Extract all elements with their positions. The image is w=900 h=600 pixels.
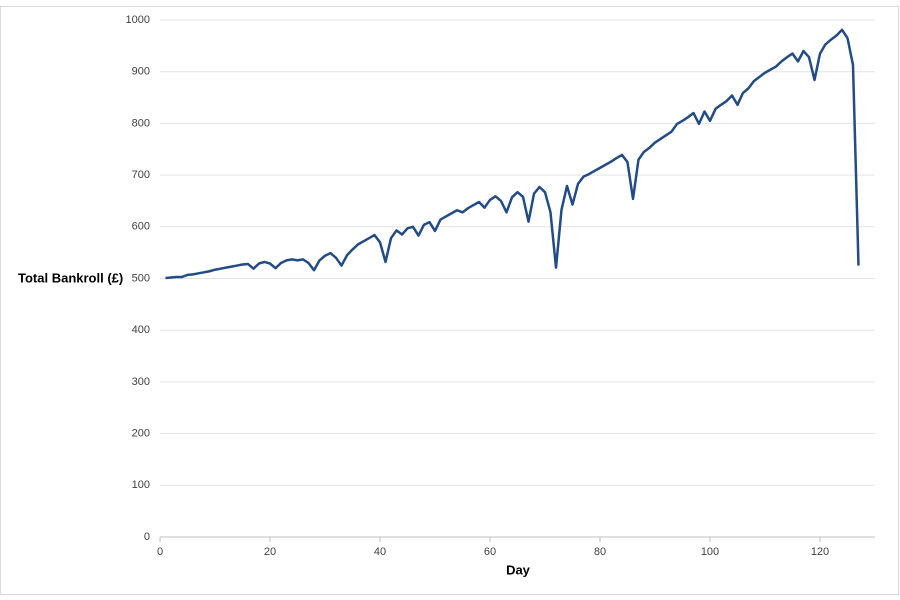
y-tick-label: 400 <box>132 324 150 336</box>
x-tick-label: 40 <box>374 546 386 558</box>
x-tick-label: 0 <box>157 546 163 558</box>
y-tick-label: 500 <box>132 272 150 284</box>
y-axis-label: Total Bankroll (£) <box>18 270 123 285</box>
x-axis-label: Day <box>506 562 531 577</box>
y-tick-label: 900 <box>132 66 150 78</box>
y-tick-label: 200 <box>132 428 150 440</box>
y-tick-label: 800 <box>132 117 150 129</box>
x-tick-label: 120 <box>811 546 829 558</box>
y-tick-label: 1000 <box>126 14 150 26</box>
data-line <box>165 28 860 280</box>
x-tick-label: 60 <box>484 546 496 558</box>
x-tick-label: 20 <box>264 546 276 558</box>
y-tick-label: 100 <box>132 479 150 491</box>
chart-frame <box>0 6 899 595</box>
y-tick-label: 700 <box>132 169 150 181</box>
y-tick-label: 0 <box>144 531 150 543</box>
x-tick-label: 100 <box>701 546 719 558</box>
y-tick-label: 600 <box>132 221 150 233</box>
x-tick-label: 80 <box>594 546 606 558</box>
y-tick-label: 300 <box>132 376 150 388</box>
